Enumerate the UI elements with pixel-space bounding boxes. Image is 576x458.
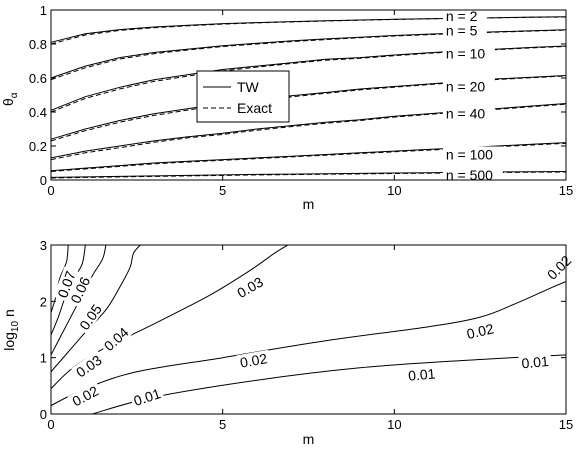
legend-label-exact: Exact — [237, 100, 272, 116]
y-tick-label: 0 — [40, 173, 47, 188]
y-tick-label: 2 — [40, 294, 47, 309]
annotation-bg — [442, 146, 503, 161]
series-line-n100-dashed — [50, 142, 567, 172]
y-tick-label: 1 — [40, 3, 47, 18]
contour-label-group: 0.02 — [542, 250, 576, 284]
contour-label-bg — [232, 272, 268, 302]
legend-label-tw: TW — [237, 79, 260, 95]
series-line-n500-dashed — [50, 171, 567, 179]
y-tick-label: 0 — [40, 407, 47, 422]
annotation-bg — [442, 45, 495, 60]
contour-label-bg — [67, 381, 103, 410]
x-axis-label: m — [303, 431, 315, 447]
y-axis-label: θα — [0, 92, 20, 106]
annotation-bg — [442, 78, 495, 93]
series-annotation: n = 5 — [446, 22, 478, 38]
contour-label-bg — [66, 272, 94, 308]
y-tick-label: 0.8 — [29, 37, 47, 52]
contour-label: 0.01 — [132, 385, 163, 409]
series-annotation: n = 20 — [446, 79, 486, 95]
series-annotation: n = 10 — [446, 45, 486, 61]
x-tick-label: 10 — [387, 417, 401, 432]
series-annotation: n = 100 — [446, 147, 493, 163]
x-tick-label: 0 — [47, 183, 54, 198]
contour-label: 0.02 — [465, 320, 495, 342]
x-tick-label: 15 — [559, 183, 573, 198]
contour-label: 0.01 — [408, 365, 437, 383]
axes-box — [50, 244, 567, 415]
contour-label-group: 0.03 — [71, 350, 106, 382]
annotation-bg — [442, 166, 503, 181]
top-panel: n = 2n = 5 n = 10 n = 20 n = 40 n = 100 n = 5… — [0, 3, 573, 212]
contour-label: 0.01 — [521, 353, 550, 371]
annotation-bg — [442, 105, 495, 120]
contour-label-bg — [74, 299, 106, 335]
contour-label-bg — [236, 349, 271, 371]
contour-label-bg — [518, 352, 552, 371]
contour-label-group: 0.01 — [518, 352, 552, 371]
series-annotation: n = 2 — [446, 8, 478, 24]
series-line-n2-dashed — [50, 16, 567, 45]
contour-line-0_02 — [51, 281, 566, 407]
x-tick-label: 5 — [219, 183, 226, 198]
series-annotation: n = 500 — [446, 167, 493, 183]
series-annotation: n = 40 — [446, 106, 486, 122]
contour-label-bg — [542, 250, 576, 284]
contour-line-0_04 — [51, 245, 141, 373]
contour-label-bg — [462, 319, 498, 342]
x-axis-label: m — [303, 196, 315, 212]
contour-label-bg — [129, 384, 165, 409]
contour-label-group: 0.04 — [98, 322, 133, 356]
contour-line-0_01 — [92, 354, 566, 414]
contour-label-bg — [98, 322, 133, 356]
annotation-bg — [442, 22, 487, 37]
bottom-panel: 0.010.010.010.020.020.020.020.030.030.04… — [1, 238, 576, 447]
y-tick-label: 1 — [40, 351, 47, 366]
x-tick-label: 0 — [47, 417, 54, 432]
contour-label-bg — [53, 266, 79, 302]
contour-label-bg — [71, 350, 106, 382]
annotation-bg — [442, 7, 487, 22]
contour-label-group: 0.02 — [67, 381, 103, 410]
contour-label-group: 0.01 — [405, 365, 439, 384]
y-tick-label: 3 — [40, 238, 47, 253]
contour-label-bg — [405, 365, 439, 383]
y-tick-label: 0.2 — [29, 139, 47, 154]
y-tick-label: 0.4 — [29, 105, 47, 120]
x-tick-label: 15 — [559, 417, 573, 432]
contour-label: 0.02 — [239, 350, 269, 371]
axes-box — [50, 9, 567, 181]
x-tick-label: 5 — [219, 417, 226, 432]
contour-label-group: 0.02 — [236, 349, 271, 371]
contour-label-group: 0.03 — [232, 272, 268, 302]
y-tick-label: 0.6 — [29, 71, 47, 86]
contour-label-group: 0.01 — [129, 384, 165, 409]
contour-label-group: 0.02 — [462, 319, 498, 342]
legend-box — [196, 70, 290, 123]
series-line-n2-solid — [50, 16, 567, 43]
y-axis-label: log10 n — [1, 309, 21, 351]
x-tick-label: 10 — [387, 183, 401, 198]
